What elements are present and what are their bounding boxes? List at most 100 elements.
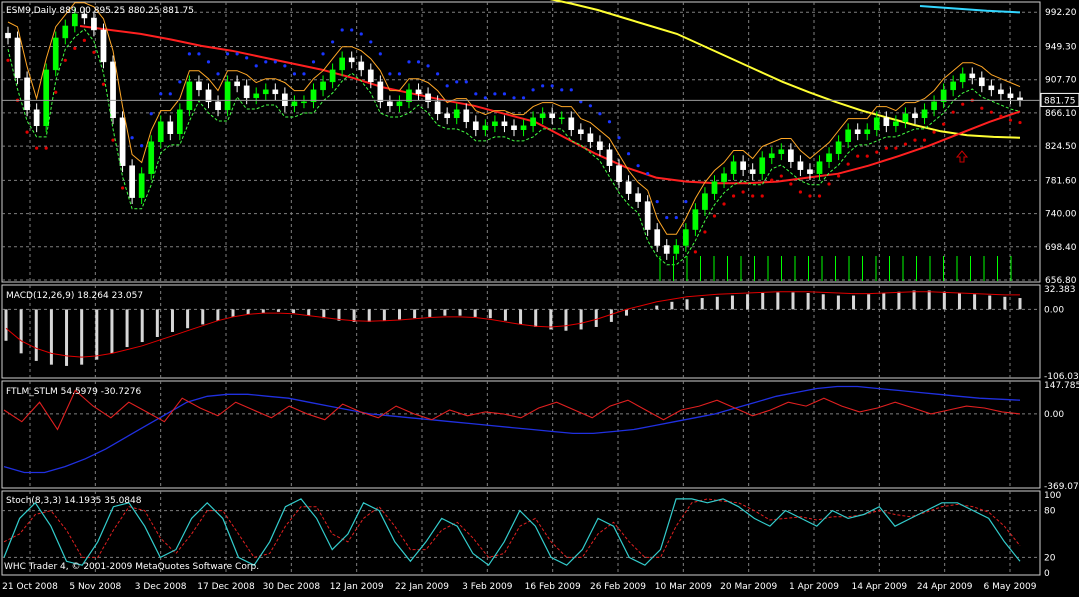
sar-dot xyxy=(120,186,125,190)
sar-dot xyxy=(665,215,669,220)
candle-body xyxy=(730,161,737,174)
envelope-lower-line xyxy=(7,28,1021,266)
sar-dot xyxy=(455,80,459,84)
candle-body xyxy=(348,57,355,63)
sar-dot xyxy=(961,102,965,106)
sar-dot xyxy=(197,52,201,56)
candle-body xyxy=(482,125,489,130)
sar-dot xyxy=(808,194,812,198)
candle-body xyxy=(520,125,527,130)
candle-body xyxy=(301,101,307,104)
sar-dot xyxy=(617,136,621,140)
sar-dot xyxy=(560,88,564,92)
sar-dot xyxy=(25,130,29,134)
sar-dot xyxy=(541,84,545,88)
sar-dot xyxy=(101,82,106,86)
candle-body xyxy=(835,141,842,154)
candle-body xyxy=(167,121,174,134)
candle-body xyxy=(998,89,1004,95)
sar-dot xyxy=(168,92,172,96)
candle-body xyxy=(243,85,250,99)
candle-body xyxy=(988,85,995,91)
sar-dot xyxy=(894,146,898,150)
sar-dot xyxy=(502,92,507,96)
candle-body xyxy=(663,245,670,254)
sar-dot xyxy=(54,90,58,94)
candle-body xyxy=(377,81,384,103)
down-arrow-marker xyxy=(955,150,969,163)
candle-body xyxy=(339,57,346,71)
sar-dot xyxy=(827,182,831,186)
sar-dot xyxy=(951,110,955,114)
candle-body xyxy=(883,117,890,127)
sar-dot xyxy=(770,178,774,182)
sar-dot xyxy=(331,40,335,44)
x-tick-label: 24 Apr 2009 xyxy=(917,582,973,592)
candle-body xyxy=(635,193,641,202)
stoch-axis-label: 100 xyxy=(1044,491,1061,501)
panel-border-2 xyxy=(1,380,1041,489)
sar-dot xyxy=(111,138,115,142)
candle-body xyxy=(157,121,164,142)
candle-body xyxy=(100,29,107,63)
candle-body xyxy=(978,77,985,87)
sar-dot xyxy=(416,60,421,64)
candle-body xyxy=(406,89,412,103)
candle-body xyxy=(511,125,517,130)
candle-body xyxy=(129,165,135,198)
sar-dot xyxy=(359,32,363,36)
candle-body xyxy=(692,209,699,230)
candle-body xyxy=(759,157,766,174)
x-tick-label: 6 May 2009 xyxy=(984,582,1037,592)
sar-dot xyxy=(598,112,602,116)
x-tick-label: 20 Mar 2009 xyxy=(720,582,777,592)
candle-body xyxy=(711,181,718,194)
candle-body xyxy=(558,117,565,120)
sar-dot xyxy=(397,72,402,76)
candle-body xyxy=(387,101,393,107)
sar-dot xyxy=(903,142,908,146)
candle-body xyxy=(282,93,288,107)
sar-dot xyxy=(225,52,230,56)
sar-dot xyxy=(646,172,650,176)
macd-title: MACD(12,26,9) 18.264 23.057 xyxy=(6,291,143,301)
sar-dot xyxy=(741,190,745,194)
sar-dot xyxy=(865,154,869,158)
sar-dot xyxy=(245,56,249,60)
candle-body xyxy=(186,81,193,111)
x-tick-label: 5 Nov 2008 xyxy=(69,582,121,592)
candle-body xyxy=(893,121,899,127)
sar-dot xyxy=(913,138,917,142)
sar-dot xyxy=(942,122,946,126)
candle-body xyxy=(148,141,155,174)
candle-body xyxy=(62,25,69,39)
sar-dot xyxy=(922,138,927,142)
candle-body xyxy=(682,229,689,246)
sar-dot xyxy=(254,64,258,68)
candle-body xyxy=(291,101,298,107)
candle-body xyxy=(702,193,708,210)
candle-body xyxy=(1007,93,1014,99)
candle-body xyxy=(43,69,50,127)
candle-body xyxy=(587,133,594,142)
candle-body xyxy=(110,61,116,119)
candle-body xyxy=(826,153,832,162)
stoch-axis-label: 80 xyxy=(1044,507,1056,517)
ftlm-axis-label: 147.785 xyxy=(1044,381,1079,391)
candle-body xyxy=(33,109,40,127)
candle-body xyxy=(119,117,126,166)
candle-body xyxy=(597,141,603,150)
sar-dot xyxy=(999,114,1003,118)
sar-dot xyxy=(550,84,554,88)
candle-body xyxy=(367,69,374,83)
candle-body xyxy=(492,121,498,127)
stoch-axis-label: 0 xyxy=(1044,569,1050,579)
candle-body xyxy=(234,81,240,87)
candle-body xyxy=(425,93,431,103)
candle-body xyxy=(463,109,470,123)
sma-red-line xyxy=(79,25,1021,185)
price-axis-label: 907.70 xyxy=(1045,76,1077,86)
macd-signal-line xyxy=(5,291,1020,358)
sar-dot xyxy=(607,120,612,124)
